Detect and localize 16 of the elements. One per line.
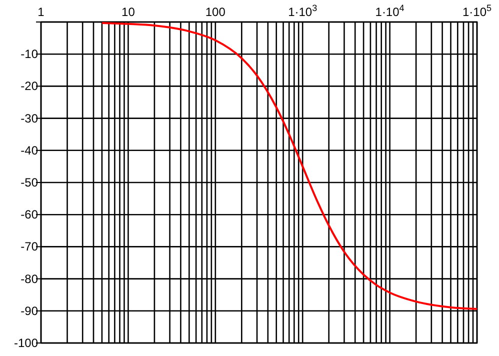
x-tick-label: 10 [122,5,136,19]
x-tick-label: 1·10$^{5}$ [462,3,492,19]
x-tick-label: 1 [38,5,45,19]
x-tick-label: 1·10$^{4}$ [375,3,404,19]
y-tick-label: -70 [20,240,38,254]
y-tick-label: -10 [20,47,38,62]
y-tick-label: -90 [20,304,38,318]
y-tick-label: -30 [20,111,38,126]
y-tick-label: -80 [20,272,38,286]
y-tick-label: -50 [20,176,38,190]
y-tick-label: -100 [14,336,38,350]
y-tick-label: -20 [20,79,38,94]
y-tick-label: -40 [20,143,38,158]
x-tick-label: 100 [205,5,226,19]
x-tick-label: 1·10$^{3}$ [288,3,318,19]
y-tick-label: -60 [20,208,38,222]
